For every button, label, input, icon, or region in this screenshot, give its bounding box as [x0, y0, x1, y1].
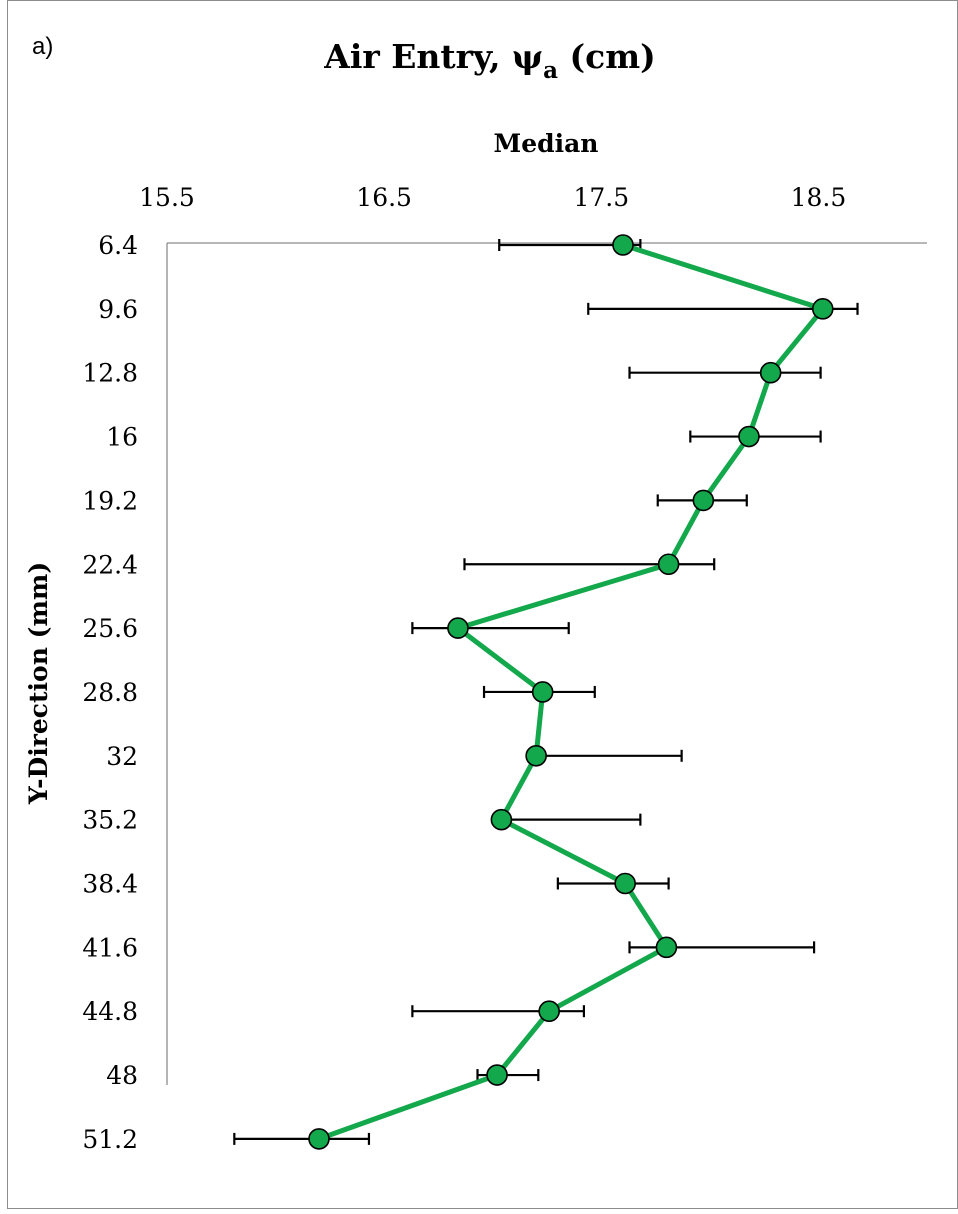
error-bars [233, 239, 859, 1145]
data-point [692, 489, 715, 512]
y-tick-label: 35.2 [82, 806, 138, 835]
x-tick-label: 18.5 [791, 183, 847, 212]
y-tick-label: 32 [106, 742, 138, 771]
y-tick-label: 19.2 [82, 486, 138, 515]
x-tick-labels: 15.5 16.5 17.5 18.5 [139, 183, 846, 212]
data-point [490, 808, 513, 831]
data-point [614, 872, 636, 895]
data-point [308, 1128, 330, 1150]
chart-title-main: Air Entry, ψ [323, 37, 543, 76]
y-tick-label: 16 [106, 423, 138, 452]
data-point [657, 553, 680, 576]
y-tick-label: 6.4 [98, 231, 138, 260]
y-tick-label: 38.4 [82, 870, 138, 899]
y-tick-label: 28.8 [82, 678, 138, 707]
data-point [738, 425, 760, 448]
y-tick-label: 48 [106, 1061, 138, 1090]
data-point [525, 744, 547, 767]
data-point [811, 298, 834, 320]
data-point [447, 617, 469, 639]
y-tick-label: 41.6 [82, 933, 138, 962]
y-tick-label: 44.8 [82, 997, 138, 1026]
x-tick-label: 16.5 [356, 183, 412, 212]
chart-border [7, 0, 958, 1209]
axes-group [166, 242, 927, 1085]
y-tick-label: 12.8 [82, 359, 138, 388]
y-axis-label: Y-Direction (mm) [24, 562, 53, 805]
x-tick-label: 17.5 [573, 183, 629, 212]
y-tick-labels: 6.4 9.6 12.8 16 19.2 22.4 25.6 28.8 32 35.2 38.4 41… [82, 231, 138, 1154]
data-series [308, 234, 834, 1150]
data-point [531, 681, 554, 703]
data-point [759, 361, 782, 384]
data-point [538, 1000, 560, 1023]
y-tick-label: 9.6 [98, 295, 138, 324]
chart-title-subscript: a [543, 57, 558, 84]
x-tick-label: 15.5 [139, 183, 195, 212]
chart-title-suffix: (cm) [558, 37, 656, 76]
data-point [486, 1064, 508, 1086]
y-tick-label: 22.4 [82, 550, 138, 579]
x-axis-label: Median [494, 129, 599, 158]
data-point [612, 234, 634, 256]
y-tick-label: 25.6 [82, 614, 138, 643]
data-point [655, 936, 678, 959]
y-tick-label: 51.2 [82, 1125, 138, 1154]
chart-title: Air Entry, ψa (cm) [323, 37, 656, 84]
panel-label: a) [32, 33, 53, 60]
